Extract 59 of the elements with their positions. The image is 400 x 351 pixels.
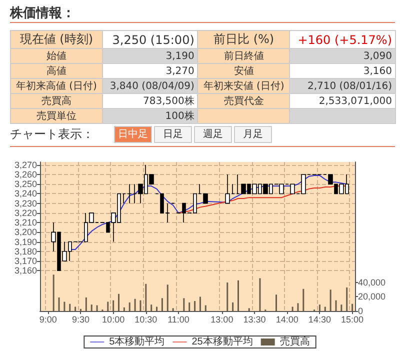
text: 安値 — [198, 64, 290, 78]
text: 3,250 (15:00) — [102, 31, 198, 48]
text: 100株 — [102, 109, 198, 123]
y2-tick-label: 0 — [358, 306, 364, 316]
text: 2,533,071,000 — [290, 94, 395, 108]
x-tick-label: 9:00 — [39, 314, 57, 324]
text: 週足 — [194, 126, 232, 143]
text: 3,840 (08/04/09) — [102, 79, 198, 93]
text: 年初来高値 (日付) — [11, 79, 102, 93]
y-tick-label: 3,240 — [14, 188, 37, 199]
text: 前日比 (%) — [198, 31, 290, 48]
y-tick-label: 3,230 — [14, 198, 37, 208]
legend-label: 25本移動平均 — [192, 336, 253, 348]
text: 年初来安値 (日付) — [198, 79, 290, 93]
line-series — [69, 174, 348, 250]
text: 月足 — [234, 126, 272, 143]
y-tick-label: 3,170 — [14, 256, 37, 266]
y-tick-label: 3,180 — [14, 246, 37, 256]
text: 3,190 — [102, 49, 198, 63]
y-tick-label: 3,260 — [14, 169, 37, 180]
text: 3,160 — [290, 64, 395, 78]
candlestick — [127, 184, 132, 204]
x-tick-label: 14:00 — [276, 314, 298, 324]
x-tick-label: 10:00 — [102, 314, 125, 324]
legend-label: 5本移動平均 — [109, 336, 165, 348]
y-tick-label: 3,220 — [14, 208, 37, 218]
x-tick-label: 10:30 — [134, 314, 158, 324]
legend-label: 売買高 — [280, 336, 310, 348]
y2-tick-label: 40,000 — [358, 277, 386, 288]
text: 売買高 — [11, 94, 102, 108]
text: 高値 — [11, 64, 102, 78]
x-tick-label: 11:00 — [168, 314, 190, 324]
text: チャート表示： — [10, 126, 94, 143]
y-tick-label: 3,190 — [14, 236, 37, 247]
y-tick-label: 3,200 — [14, 227, 37, 238]
text: 前日終値 — [198, 49, 290, 63]
text: 2,710 (08/01/16) — [290, 79, 395, 93]
text: 日中足 — [114, 126, 152, 143]
text: 3,090 — [290, 49, 395, 63]
x-tick-label: 13:30 — [243, 314, 266, 324]
text: 始値 — [11, 49, 102, 63]
y-tick-label: 3,250 — [14, 179, 37, 190]
x-tick-label: 9:30 — [72, 314, 90, 324]
y2-tick-label: 20,000 — [358, 292, 386, 302]
x-tick-label: 13:00 — [210, 314, 234, 324]
text: 売買代金 — [198, 94, 290, 108]
text: 3,270 — [102, 64, 198, 78]
x-tick-label: 14:30 — [308, 314, 331, 324]
text: 日足 — [154, 126, 192, 143]
x-tick-label: 15:00 — [341, 314, 364, 324]
text: 783,500株 — [102, 94, 198, 108]
y-tick-label: 3,270 — [14, 160, 37, 170]
y-tick-label: 3,210 — [14, 218, 37, 228]
text: 現在値 (時刻) — [11, 31, 102, 48]
text: +160 (+5.17%) — [290, 31, 395, 48]
text: 売買単位 — [11, 109, 102, 123]
text: 株価情報： — [10, 5, 75, 22]
y-tick-label: 3,160 — [14, 266, 37, 276]
line-series — [178, 186, 348, 214]
